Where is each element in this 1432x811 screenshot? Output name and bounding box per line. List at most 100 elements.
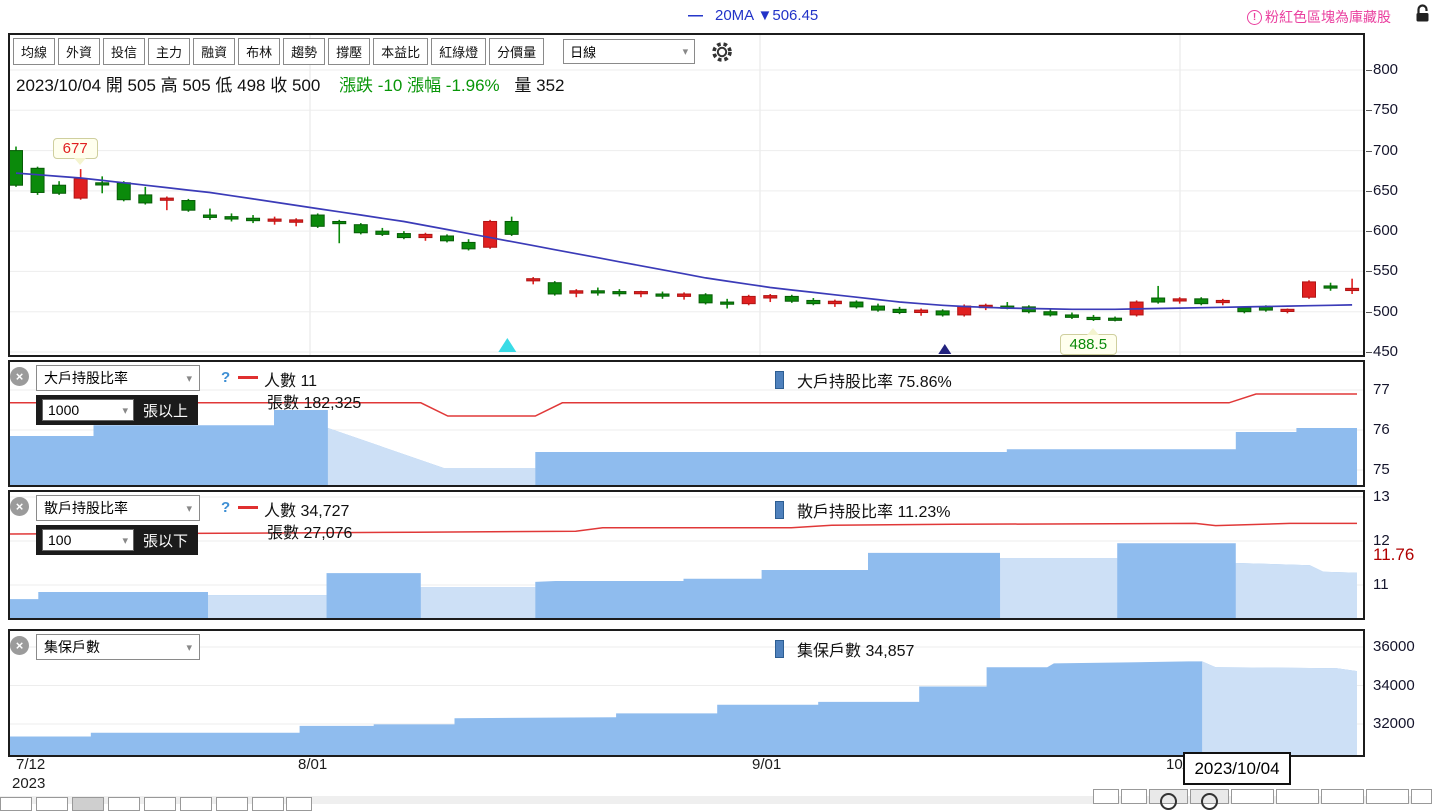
x-axis-label: 9/01 [752, 756, 782, 773]
major-ratio-legend: 大戶持股比率 75.86% [775, 368, 952, 392]
ma-value-label: 20MA ▼506.45 [715, 7, 819, 24]
retail-holder-chart[interactable] [10, 492, 1363, 618]
people-legend: 人數 11 [264, 373, 318, 390]
navy-triangle-marker [938, 344, 952, 354]
help-icon[interactable]: ? [221, 369, 231, 386]
x-axis-year-label: 2023 [12, 775, 46, 792]
bottom-toolbar-strip [0, 796, 1432, 804]
toolbar-button[interactable] [252, 797, 284, 811]
toolbar-button[interactable] [108, 797, 140, 811]
y-axis-label: 500 [1365, 302, 1399, 320]
y-axis-label: 550 [1365, 262, 1399, 280]
toolbar-button[interactable] [72, 797, 104, 811]
x-axis: 7/12 2023 8/019/0110/02 [0, 754, 1432, 798]
tab-投信[interactable]: 投信 [103, 38, 146, 65]
treasury-stock-note-text: 粉紅色區塊為庫藏股 [1265, 9, 1391, 25]
y-axis-label: 36000 [1373, 638, 1415, 655]
major-ratio-legend-text: 大戶持股比率 75.86% [797, 374, 952, 391]
threshold-box: 1000 ▾ 張以上 [36, 395, 199, 425]
retail-ratio-legend: 散戶持股比率 11.23% [775, 498, 951, 522]
high-price-callout: 677 [52, 138, 98, 166]
shares-legend: 張數 182,325 [267, 395, 362, 412]
indicator-select-retail[interactable]: 散戶持股比率 ▾ [36, 495, 200, 521]
ma-line-swatch: — [688, 7, 703, 24]
x-axis-label: 7/12 [16, 756, 46, 773]
retail-ratio-legend-text: 散戶持股比率 11.23% [797, 504, 951, 521]
toolbar-button[interactable] [1276, 789, 1319, 804]
indicator-select-accounts-value: 集保戶數 [44, 639, 100, 655]
accounts-legend: 集保戶數 34,857 [775, 637, 914, 661]
period-select[interactable]: 日線 ▾ [563, 39, 696, 64]
y-axis-label: 750 [1365, 101, 1399, 119]
tab-布林[interactable]: 布林 [238, 38, 281, 65]
close-icon[interactable]: × [10, 636, 29, 655]
y-axis-label: 11 [1373, 576, 1389, 593]
toolbar-button[interactable] [0, 797, 32, 811]
y-axis-label: 77 [1373, 381, 1390, 398]
threshold-suffix: 張以上 [143, 402, 189, 420]
price-chart[interactable] [10, 35, 1363, 355]
low-price-callout: 488.5 [1059, 327, 1118, 355]
current-value-label: 11.76 [1373, 544, 1418, 564]
toolbar-button[interactable] [144, 797, 176, 811]
tab-本益比[interactable]: 本益比 [373, 38, 429, 65]
toolbar-button[interactable] [180, 797, 212, 811]
chevron-down-icon: ▾ [186, 641, 192, 654]
major-holder-chart[interactable] [10, 362, 1363, 485]
threshold-select[interactable]: 100 ▾ [42, 529, 134, 551]
toolbar-button[interactable] [216, 797, 248, 811]
y-axis-label: 700 [1365, 141, 1399, 159]
tab-融資[interactable]: 融資 [193, 38, 236, 65]
zoom-button[interactable] [1190, 789, 1229, 810]
volume-value: 量 352 [514, 76, 565, 95]
period-select-value: 日線 [570, 45, 597, 60]
chevron-down-icon: ▾ [186, 372, 192, 385]
close-icon[interactable]: × [10, 367, 29, 386]
indicator-select-major[interactable]: 大戶持股比率 ▾ [36, 365, 200, 391]
y-axis-label: 450 [1365, 343, 1399, 360]
y-axis: 800 750 700 650 600 550 500 450 77 76 75 13 12 11 11.7… [1365, 0, 1431, 800]
chevron-down-icon: ▾ [122, 534, 128, 547]
y-axis-label: 650 [1365, 181, 1399, 199]
magnifier-icon [1201, 793, 1218, 810]
tab-均線[interactable]: 均線 [13, 38, 56, 65]
tab-主力[interactable]: 主力 [148, 38, 191, 65]
area-swatch-icon [775, 501, 784, 519]
crosshair-date-box: 2023/10/04 [1183, 752, 1291, 785]
toolbar-button[interactable] [1231, 789, 1274, 804]
toolbar-button[interactable] [286, 797, 312, 811]
threshold-value: 100 [48, 532, 72, 548]
threshold-value: 1000 [48, 402, 80, 418]
lock-icon[interactable] [1415, 4, 1430, 28]
accounts-legend-text: 集保戶數 34,857 [797, 643, 915, 660]
tab-分價量[interactable]: 分價量 [489, 38, 545, 65]
threshold-box: 100 ▾ 張以下 [36, 525, 199, 555]
gear-icon[interactable] [710, 40, 734, 64]
tab-紅綠燈[interactable]: 紅綠燈 [431, 38, 487, 65]
threshold-suffix: 張以下 [143, 532, 189, 550]
y-axis-label: 34000 [1373, 676, 1415, 694]
tab-趨勢[interactable]: 趨勢 [283, 38, 326, 65]
toolbar-button[interactable] [1093, 789, 1119, 804]
zoom-button[interactable] [1149, 789, 1188, 810]
indicator-select-accounts[interactable]: 集保戶數 ▾ [36, 634, 200, 660]
close-icon[interactable]: × [10, 497, 29, 516]
accounts-panel: × 集保戶數 ▾ 集保戶數 34,857 [8, 629, 1365, 757]
toolbar-button[interactable] [1121, 789, 1147, 804]
tab-撐壓[interactable]: 撐壓 [328, 38, 371, 65]
magnifier-icon [1160, 793, 1177, 810]
accounts-chart[interactable] [10, 631, 1363, 755]
chevron-down-icon: ▾ [122, 404, 128, 417]
toolbar-button[interactable] [36, 797, 68, 811]
change-values: 漲跌 -10 漲幅 -1.96% [339, 76, 500, 95]
tab-外資[interactable]: 外資 [58, 38, 101, 65]
threshold-select[interactable]: 1000 ▾ [42, 399, 134, 421]
y-axis-label: 13 [1373, 488, 1390, 505]
help-icon[interactable]: ? [221, 499, 231, 516]
y-axis-label: 76 [1373, 421, 1390, 438]
toolbar-button[interactable] [1321, 789, 1364, 804]
y-axis-label: 600 [1365, 222, 1399, 240]
ma-legend: — 20MA ▼506.45 [688, 7, 818, 24]
cyan-triangle-marker [498, 338, 517, 352]
